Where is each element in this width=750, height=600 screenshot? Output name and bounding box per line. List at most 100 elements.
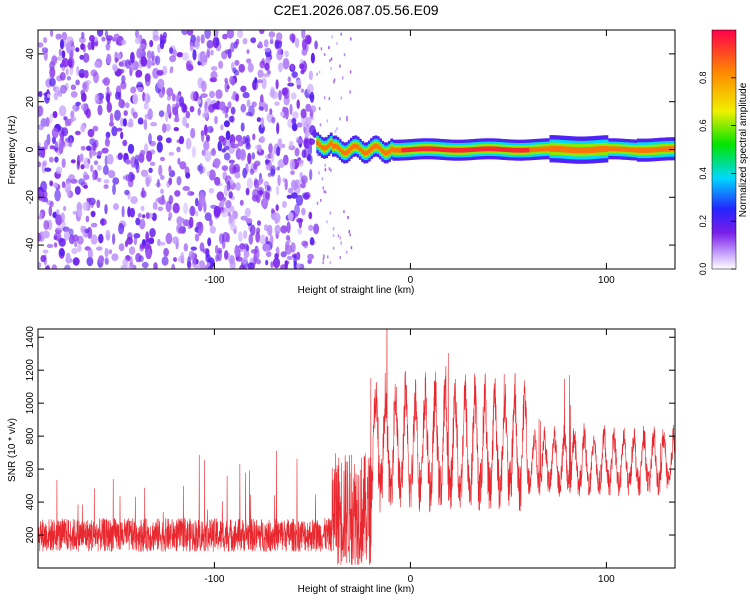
heatmap-cell <box>261 197 269 209</box>
heatmap-cell <box>318 171 320 175</box>
heatmap-cell <box>259 60 266 69</box>
heatmap-cell <box>303 122 308 128</box>
heatmap-cell <box>672 146 675 152</box>
heatmap-cell <box>282 200 287 209</box>
heatmap-cell <box>218 233 225 245</box>
x-tick-label: 0 <box>408 574 414 585</box>
heatmap-cell <box>80 43 85 50</box>
heatmap-cell <box>224 112 229 119</box>
heatmap-cell <box>133 236 138 246</box>
heatmap-cell <box>562 146 566 153</box>
heatmap-cell <box>97 30 104 37</box>
heatmap-cell <box>98 255 105 264</box>
heatmap-cell <box>116 52 122 60</box>
heatmap-cell <box>46 264 50 269</box>
heatmap-cell <box>206 134 210 142</box>
heatmap-cell <box>200 34 205 44</box>
heatmap-cell <box>82 52 90 63</box>
heatmap-cell <box>289 103 293 115</box>
heatmap-cell <box>322 186 324 190</box>
heatmap-cell <box>210 148 217 157</box>
heatmap-cell <box>120 131 124 140</box>
heatmap-cell <box>670 146 674 152</box>
heatmap-cell <box>190 34 196 43</box>
heatmap-cell <box>157 78 165 90</box>
heatmap-cell <box>206 262 211 267</box>
heatmap-cell <box>129 207 135 218</box>
heatmap-cell <box>274 253 279 260</box>
heatmap-cell <box>332 143 335 149</box>
heatmap-cell <box>87 158 91 164</box>
heatmap-cell <box>38 91 43 98</box>
heatmap-cell <box>392 147 396 153</box>
heatmap-cell <box>291 71 299 78</box>
heatmap-cell <box>309 237 315 246</box>
heatmap-cell <box>262 73 270 78</box>
heatmap-cell <box>230 224 238 231</box>
heatmap-cell <box>61 50 66 59</box>
heatmap-cell <box>277 47 283 56</box>
heatmap-cell <box>115 91 120 100</box>
heatmap-cell <box>270 261 274 268</box>
heatmap-cell <box>272 257 281 269</box>
heatmap-cell <box>333 78 336 82</box>
heatmap-cell <box>547 146 550 152</box>
heatmap-cell <box>493 146 497 152</box>
heatmap-cell <box>326 119 329 123</box>
heatmap-cell <box>197 98 202 104</box>
heatmap-cell <box>276 166 281 171</box>
heatmap-cell <box>76 65 80 76</box>
heatmap-cell <box>245 187 250 196</box>
heatmap-cell <box>137 86 144 92</box>
heatmap-cell <box>126 122 134 128</box>
heatmap-cell <box>571 146 575 154</box>
heatmap-cell <box>379 146 382 152</box>
heatmap-cell <box>278 62 283 73</box>
colorbar-ticks: 0.0 0.2 0.4 0.6 0.8 <box>698 72 736 275</box>
heatmap-cell <box>55 166 63 175</box>
heatmap-cell <box>612 146 615 152</box>
heatmap-cell <box>287 76 291 83</box>
heatmap-cell <box>574 147 577 154</box>
heatmap-cell <box>66 186 70 198</box>
heatmap-cell <box>42 160 48 167</box>
heatmap-cell <box>228 191 233 199</box>
heatmap-cell <box>410 147 414 152</box>
heatmap-cell <box>345 150 349 155</box>
heatmap-cell <box>312 129 317 138</box>
heatmap-cell <box>266 185 271 192</box>
heatmap-cell <box>253 163 258 170</box>
heatmap-cell <box>169 68 173 74</box>
heatmap-cell <box>70 84 77 91</box>
heatmap-cell <box>257 144 262 153</box>
heatmap-cell <box>65 252 71 264</box>
heatmap-cell <box>221 165 229 172</box>
heatmap-cell <box>565 146 568 153</box>
heatmap-cell <box>127 178 134 188</box>
colorbar-tick-label: 0.6 <box>698 119 708 132</box>
heatmap-cell <box>243 249 250 259</box>
heatmap-cell <box>256 227 261 235</box>
heatmap-cell <box>356 144 360 150</box>
heatmap-cell <box>273 212 281 224</box>
heatmap-cell <box>592 146 595 153</box>
heatmap-cell <box>176 176 182 186</box>
heatmap-cell <box>250 249 258 254</box>
heatmap-cell <box>90 222 98 228</box>
snr-y-label: SNR (10 * v/v) <box>7 418 18 482</box>
heatmap-cell <box>198 194 206 207</box>
heatmap-cell <box>106 53 112 65</box>
heatmap-cell <box>112 65 118 72</box>
heatmap-cell <box>307 253 314 260</box>
heatmap-cell <box>247 262 255 269</box>
heatmap-cell <box>118 61 124 67</box>
heatmap-cell <box>596 146 600 153</box>
heatmap-cell <box>123 110 128 117</box>
heatmap-cell <box>290 242 296 253</box>
heatmap-cell <box>61 31 68 41</box>
heatmap-cell <box>158 110 165 118</box>
heatmap-cell <box>308 211 313 220</box>
heatmap-cell <box>370 146 373 152</box>
heatmap-cell <box>345 250 348 254</box>
